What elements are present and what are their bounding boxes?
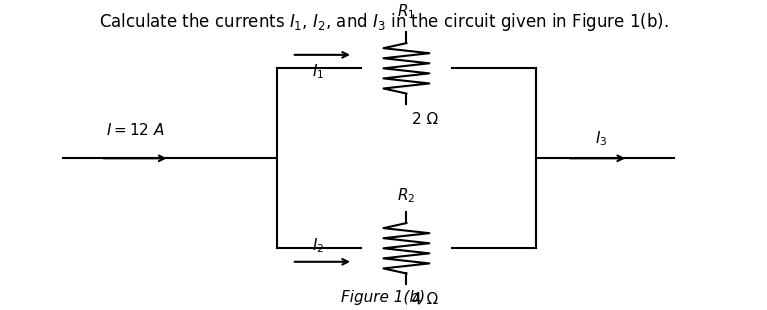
Text: 2 Ω: 2 Ω [413,112,439,127]
Text: $I = 12$ A: $I = 12$ A [106,122,165,138]
Text: $I_3$: $I_3$ [595,130,607,148]
Text: Figure 1(b): Figure 1(b) [341,290,426,305]
Text: $R_1$: $R_1$ [397,2,416,21]
Text: 4 Ω: 4 Ω [413,292,439,307]
Text: $I_2$: $I_2$ [312,236,324,255]
Text: $R_2$: $R_2$ [397,186,416,205]
Text: Calculate the currents $I_1$, $I_2$, and $I_3$ in the circuit given in Figure 1(: Calculate the currents $I_1$, $I_2$, and… [98,11,669,33]
Text: $I_1$: $I_1$ [312,62,324,81]
